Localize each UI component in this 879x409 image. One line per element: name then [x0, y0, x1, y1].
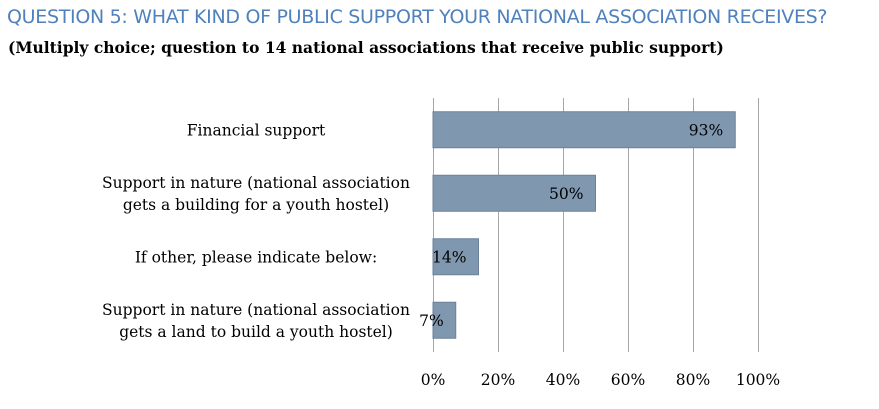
chart-subtitle: (Multiply choice; question to 14 nationa… — [8, 38, 724, 57]
bars: 93% 50% 14% 7% — [419, 111, 736, 339]
x-tick-label: 60% — [611, 371, 645, 389]
bar — [432, 238, 479, 276]
x-tick-label: 80% — [676, 371, 710, 389]
x-tick-label: 40% — [546, 371, 580, 389]
x-tick-label: 100% — [736, 371, 780, 389]
x-tick-label: 20% — [481, 371, 515, 389]
category-label: Support in nature (national association g… — [102, 174, 410, 214]
data-label: 50% — [549, 185, 583, 203]
category-labels: Financial support Support in nature (nati… — [102, 121, 410, 341]
data-label: 93% — [689, 121, 723, 139]
data-label: 7% — [419, 312, 444, 330]
bar — [432, 174, 596, 212]
x-axis-ticks: 0% 20% 40% 60% 80% 100% — [421, 371, 780, 389]
bar — [432, 301, 457, 339]
bar — [432, 111, 736, 149]
data-label: 14% — [432, 248, 466, 266]
chart-title: QUESTION 5: WHAT KIND OF PUBLIC SUPPORT … — [7, 6, 828, 28]
category-label: Financial support — [187, 121, 326, 139]
category-label: Support in nature (national association g… — [102, 301, 410, 341]
x-tick-label: 0% — [421, 371, 446, 389]
category-label: If other, please indicate below: — [135, 248, 377, 266]
